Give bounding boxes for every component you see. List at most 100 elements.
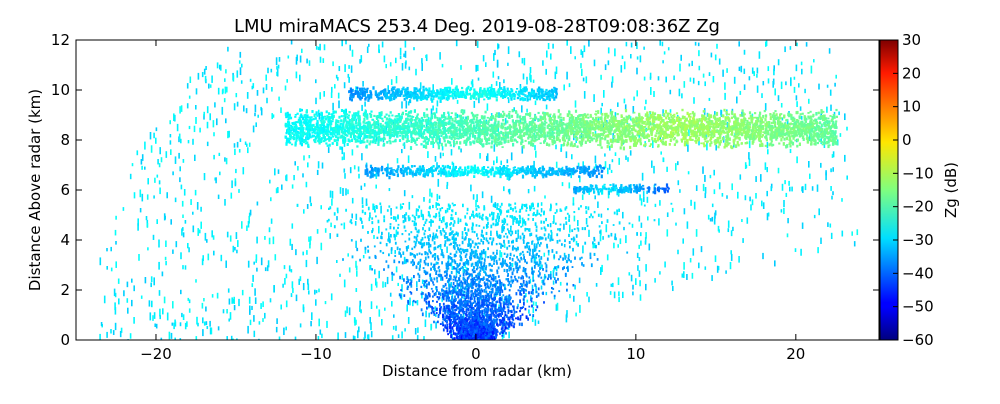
radar-pixel: [180, 138, 182, 144]
radar-pixel: [248, 212, 251, 217]
radar-pixel: [593, 238, 596, 242]
radar-pixel: [773, 65, 775, 72]
radar-pixel: [567, 257, 570, 260]
radar-pixel: [732, 226, 734, 232]
radar-pixel: [419, 82, 422, 90]
radar-pixel: [455, 275, 458, 278]
radar-pixel: [607, 194, 610, 199]
radar-pixel: [159, 147, 161, 155]
radar-pixel: [447, 308, 450, 312]
radar-pixel: [481, 329, 484, 332]
radar-pixel: [308, 155, 311, 159]
radar-pixel: [661, 41, 664, 47]
radar-pixel: [344, 64, 346, 73]
radar-pixel: [480, 310, 483, 313]
radar-pixel: [663, 51, 666, 55]
radar-pixel: [454, 211, 457, 215]
radar-pixel: [115, 261, 117, 268]
radar-pixel: [502, 260, 505, 264]
radar-pixel: [550, 234, 552, 239]
radar-pixel: [465, 253, 468, 256]
radar-pixel: [566, 71, 568, 80]
radar-pixel: [477, 245, 479, 249]
radar-pixel: [471, 318, 474, 323]
radar-pixel: [486, 322, 489, 326]
radar-pixel: [543, 252, 546, 257]
radar-pixel: [360, 219, 362, 222]
radar-pixel: [444, 291, 447, 295]
radar-pixel: [203, 321, 206, 326]
radar-pixel: [439, 307, 442, 311]
radar-pixel: [494, 202, 497, 208]
radar-pixel: [510, 225, 512, 228]
radar-pixel: [522, 240, 525, 244]
radar-pixel: [445, 326, 448, 330]
radar-pixel: [489, 294, 492, 298]
radar-pixel: [477, 336, 480, 340]
radar-pixel: [446, 236, 449, 240]
radar-pixel: [360, 238, 362, 242]
radar-pixel: [349, 167, 352, 174]
radar-pixel: [472, 213, 475, 216]
radar-pixel: [500, 262, 503, 265]
radar-pixel: [139, 208, 142, 213]
radar-pixel: [593, 243, 596, 249]
radar-pixel: [521, 58, 524, 64]
radar-pixel: [523, 204, 526, 206]
radar-pixel: [549, 120, 552, 123]
radar-pixel: [499, 283, 501, 288]
radar-pixel: [547, 233, 550, 236]
radar-pixel: [710, 52, 713, 58]
radar-pixel: [748, 140, 751, 149]
radar-pixel: [438, 204, 440, 206]
radar-pixel: [473, 276, 476, 281]
radar-pixel: [352, 335, 355, 340]
radar-pixel: [290, 293, 293, 298]
radar-pixel: [450, 256, 453, 260]
radar-pixel: [260, 303, 262, 309]
radar-pixel: [503, 320, 506, 326]
radar-pixel: [275, 326, 278, 333]
radar-pixel: [496, 292, 499, 296]
radar-pixel: [741, 111, 743, 117]
radar-pixel: [446, 292, 449, 296]
radar-pixel: [316, 169, 319, 176]
radar-pixel: [489, 255, 492, 259]
radar-pixel: [435, 213, 438, 217]
radar-pixel: [568, 214, 571, 219]
radar-pixel: [406, 304, 408, 312]
radar-pixel: [172, 301, 174, 309]
radar-pixel: [440, 249, 443, 252]
radar-pixel: [471, 268, 474, 272]
radar-pixel: [436, 296, 439, 299]
radar-pixel: [517, 316, 519, 320]
radar-pixel: [483, 312, 486, 318]
radar-pixel: [461, 284, 463, 287]
radar-pixel: [683, 271, 685, 278]
radar-pixel: [264, 236, 266, 240]
radar-pixel: [452, 278, 455, 281]
radar-pixel: [414, 216, 417, 221]
radar-pixel: [535, 295, 538, 298]
radar-pixel: [570, 238, 573, 241]
radar-pixel: [484, 310, 487, 313]
radar-pixel: [389, 62, 392, 67]
radar-pixel: [262, 87, 265, 94]
radar-pixel: [349, 44, 351, 51]
radar-pixel: [499, 302, 502, 306]
radar-pixel: [448, 206, 451, 210]
radar-pixel: [499, 319, 502, 322]
radar-pixel: [471, 213, 473, 217]
radar-pixel: [448, 243, 451, 246]
radar-pixel: [459, 218, 462, 223]
radar-pixel: [453, 241, 455, 244]
radar-pixel: [585, 206, 587, 210]
radar-pixel: [834, 82, 836, 87]
radar-pixel: [498, 257, 501, 261]
radar-pixel: [437, 267, 440, 269]
radar-pixel: [555, 202, 558, 206]
radar-pixel: [499, 280, 501, 285]
radar-pixel: [809, 127, 812, 131]
radar-pixel: [333, 212, 336, 216]
radar-pixel: [336, 132, 339, 136]
